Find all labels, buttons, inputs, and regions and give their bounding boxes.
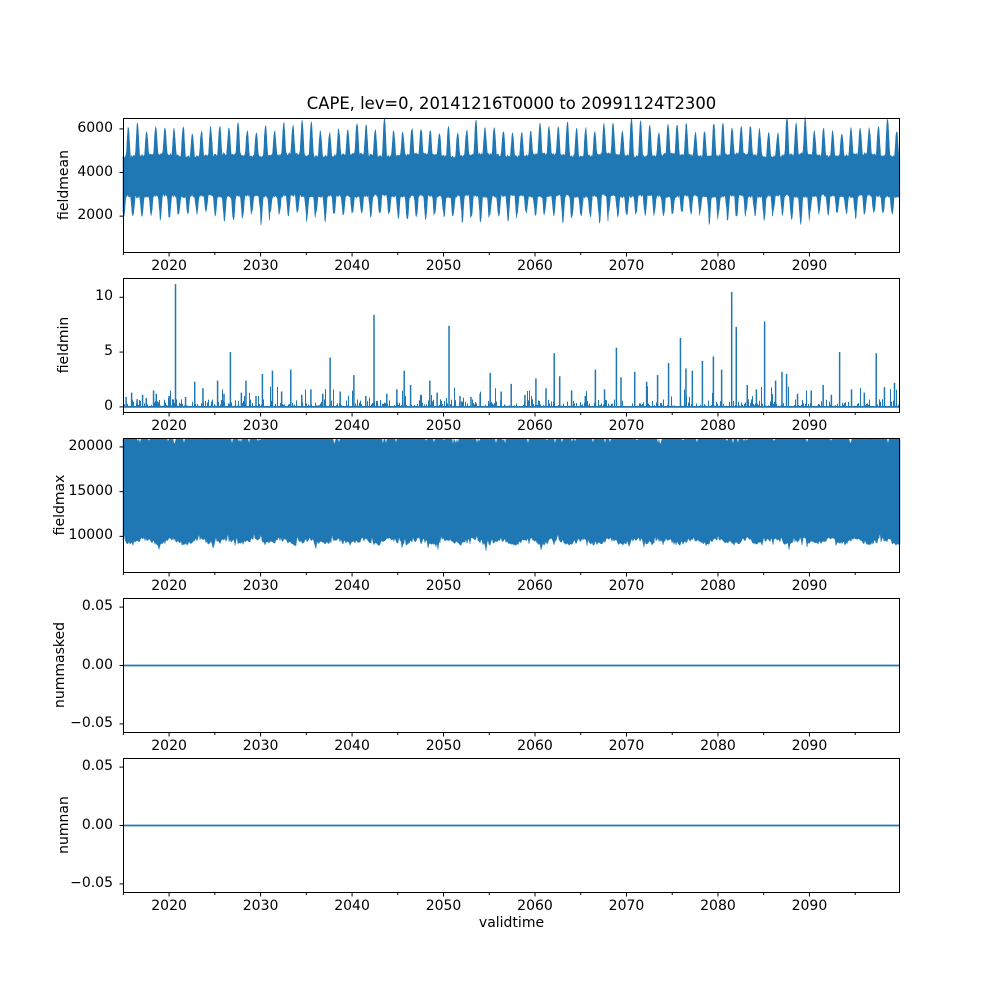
axes-frame — [123, 118, 900, 253]
y-tick-label: 4000 — [77, 163, 113, 180]
x-tick-label: 2090 — [791, 418, 828, 434]
subplot-fieldmean-canvas — [119, 117, 901, 257]
x-tick-label: 2050 — [425, 418, 462, 434]
y-tick-label: 0.00 — [81, 816, 113, 833]
tick-marks — [119, 446, 856, 577]
x-tick-label: 2020 — [151, 898, 187, 914]
x-tick-label: 2040 — [334, 258, 370, 274]
y-tick-label: 0 — [104, 397, 113, 414]
x-tick-label: 2020 — [151, 738, 187, 754]
tick-marks — [119, 766, 856, 897]
axes-frame — [123, 278, 900, 413]
x-tick-label: 2040 — [334, 738, 370, 754]
x-tick-label: 2070 — [608, 258, 645, 274]
x-tick-label: 2030 — [242, 898, 279, 914]
x-tick-label: 2070 — [608, 578, 645, 594]
axes-frame — [123, 438, 900, 573]
x-tick-label: 2090 — [791, 738, 828, 754]
x-tick-label: 2050 — [425, 898, 462, 914]
x-tick-label: 2040 — [334, 418, 370, 434]
series-fieldmax — [122, 438, 901, 551]
x-tick-label: 2050 — [425, 738, 462, 754]
x-tick-label: 2020 — [151, 578, 187, 594]
x-tick-label: 2040 — [334, 578, 370, 594]
y-tick-label: −0.05 — [70, 714, 113, 731]
x-tick-label: 2080 — [700, 258, 736, 274]
y-tick-label: 0.00 — [81, 656, 113, 673]
x-tick-label: 2030 — [242, 738, 279, 754]
subplot-fieldmin-canvas — [119, 278, 900, 417]
x-tick-label: 2060 — [517, 578, 553, 594]
axes-frame — [123, 598, 900, 733]
x-tick-label: 2040 — [334, 898, 370, 914]
x-tick-label: 2070 — [608, 418, 645, 434]
y-tick-label: 10000 — [68, 527, 113, 544]
series-fieldmin — [123, 284, 900, 408]
x-tick-label: 2080 — [700, 898, 736, 914]
series-fieldmean — [122, 117, 901, 226]
tick-marks — [119, 128, 856, 257]
x-tick-label: 2080 — [700, 738, 736, 754]
x-tick-label: 2050 — [425, 578, 462, 594]
y-tick-label: 15000 — [68, 482, 113, 499]
figure-title: CAPE, lev=0, 20141216T0000 to 20991124T2… — [306, 94, 717, 113]
tick-marks — [119, 606, 856, 737]
x-tick-label: 2060 — [517, 418, 553, 434]
axes-frame — [123, 758, 900, 893]
x-tick-label: 2020 — [151, 418, 187, 434]
y-tick-label: 5 — [104, 343, 113, 360]
y-tick-label: 20000 — [68, 437, 113, 454]
subplot-nummasked-canvas — [119, 598, 900, 737]
x-tick-label: 2090 — [791, 258, 828, 274]
subplot-numnan-canvas — [119, 758, 900, 897]
x-tick-label: 2060 — [517, 738, 553, 754]
x-tick-label: 2060 — [517, 898, 553, 914]
x-tick-label: 2070 — [608, 898, 645, 914]
x-tick-label: 2050 — [425, 258, 462, 274]
x-tick-label: 2030 — [242, 258, 279, 274]
y-tick-label: 0.05 — [81, 758, 113, 775]
subplot-fieldmax-canvas — [119, 438, 901, 577]
x-tick-label: 2090 — [791, 898, 828, 914]
x-tick-label: 2090 — [791, 578, 828, 594]
x-tick-label: 2020 — [151, 258, 187, 274]
x-tick-label: 2030 — [242, 418, 279, 434]
y-tick-label: −0.05 — [70, 874, 113, 891]
y-tick-label: 2000 — [77, 207, 113, 224]
y-tick-label: 0.05 — [81, 598, 113, 615]
x-tick-label: 2060 — [517, 258, 553, 274]
y-tick-label: 10 — [95, 288, 113, 305]
y-tick-label: 6000 — [77, 119, 113, 136]
x-tick-label: 2080 — [700, 418, 736, 434]
x-axis-label: validtime — [478, 915, 545, 931]
x-tick-label: 2080 — [700, 578, 736, 594]
x-tick-label: 2030 — [242, 578, 279, 594]
tick-marks — [119, 296, 856, 417]
x-tick-label: 2070 — [608, 738, 645, 754]
